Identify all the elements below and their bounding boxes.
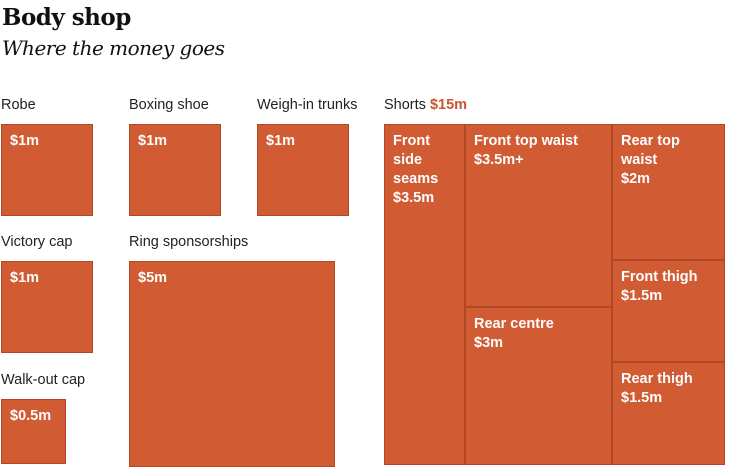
- rear-centre-value-label: $3m: [474, 335, 504, 351]
- weigh-in-trunks-text: $1m: [266, 132, 344, 151]
- shorts-label: Shorts $15m: [384, 97, 467, 113]
- walk-out-cap-value-label: $0.5m: [10, 408, 52, 424]
- ring-sponsorships-box: $5m: [129, 261, 335, 467]
- front-top-waist-box: Front top waist $3.5m+: [465, 124, 612, 307]
- front-side-seams-name-line: side: [393, 152, 423, 168]
- front-thigh-value-label: $1.5m: [621, 288, 663, 304]
- chart-title: Body shop: [2, 4, 131, 31]
- walk-out-cap-box: $0.5m: [1, 399, 66, 464]
- ring-sponsorships-text: $5m: [138, 269, 330, 288]
- shorts-category: Shorts: [384, 97, 426, 113]
- rear-thigh-value-label: $1.5m: [621, 390, 663, 406]
- chart-subtitle: Where the money goes: [2, 36, 225, 60]
- ring-sponsorships-value-label: $5m: [138, 270, 168, 286]
- weigh-in-trunks-value-label: $1m: [266, 133, 296, 149]
- rear-thigh-text: Rear thigh $1.5m: [621, 370, 720, 408]
- front-side-seams-text: Front side seams $3.5m: [393, 132, 460, 208]
- victory-cap-text: $1m: [10, 269, 88, 288]
- robe-text: $1m: [10, 132, 88, 151]
- weigh-in-trunks-box: $1m: [257, 124, 349, 216]
- front-top-waist-name-line: Front top waist: [474, 133, 578, 149]
- front-side-seams-name-line: seams: [393, 171, 439, 187]
- ring-sponsorships-category-label: Ring sponsorships: [129, 234, 249, 250]
- boxing-shoe-category-label: Boxing shoe: [129, 97, 209, 113]
- robe-value-label: $1m: [10, 133, 40, 149]
- rear-thigh-name-line: Rear thigh: [621, 371, 693, 387]
- rear-centre-box: Rear centre $3m: [465, 307, 612, 465]
- front-thigh-name-line: Front thigh: [621, 269, 698, 285]
- front-side-seams-value-label: $3.5m: [393, 190, 435, 206]
- front-side-seams-box: Front side seams $3.5m: [384, 124, 465, 465]
- rear-top-waist-box: Rear top waist $2m: [612, 124, 725, 260]
- robe-box: $1m: [1, 124, 93, 216]
- boxing-shoe-text: $1m: [138, 132, 216, 151]
- weigh-in-trunks-category-label: Weigh-in trunks: [257, 97, 358, 113]
- rear-thigh-box: Rear thigh $1.5m: [612, 362, 725, 465]
- rear-centre-text: Rear centre $3m: [474, 315, 607, 353]
- walk-out-cap-text: $0.5m: [10, 407, 61, 426]
- front-top-waist-text: Front top waist $3.5m+: [474, 132, 607, 170]
- front-thigh-box: Front thigh $1.5m: [612, 260, 725, 362]
- victory-cap-box: $1m: [1, 261, 93, 353]
- rear-top-waist-name-line: Rear top: [621, 133, 680, 149]
- rear-top-waist-value-label: $2m: [621, 171, 651, 187]
- victory-cap-category-label: Victory cap: [1, 234, 73, 250]
- boxing-shoe-box: $1m: [129, 124, 221, 216]
- robe-category-label: Robe: [1, 97, 36, 113]
- walk-out-cap-category-label: Walk-out cap: [1, 372, 86, 388]
- victory-cap-value-label: $1m: [10, 270, 40, 286]
- shorts-total: $15m: [429, 97, 468, 113]
- boxing-shoe-value-label: $1m: [138, 133, 168, 149]
- rear-top-waist-text: Rear top waist $2m: [621, 132, 720, 189]
- rear-centre-name-line: Rear centre: [474, 316, 554, 332]
- rear-top-waist-name-line: waist: [621, 152, 658, 168]
- front-thigh-text: Front thigh $1.5m: [621, 268, 720, 306]
- front-top-waist-value-label: $3.5m+: [474, 152, 524, 168]
- front-side-seams-name-line: Front: [393, 133, 431, 149]
